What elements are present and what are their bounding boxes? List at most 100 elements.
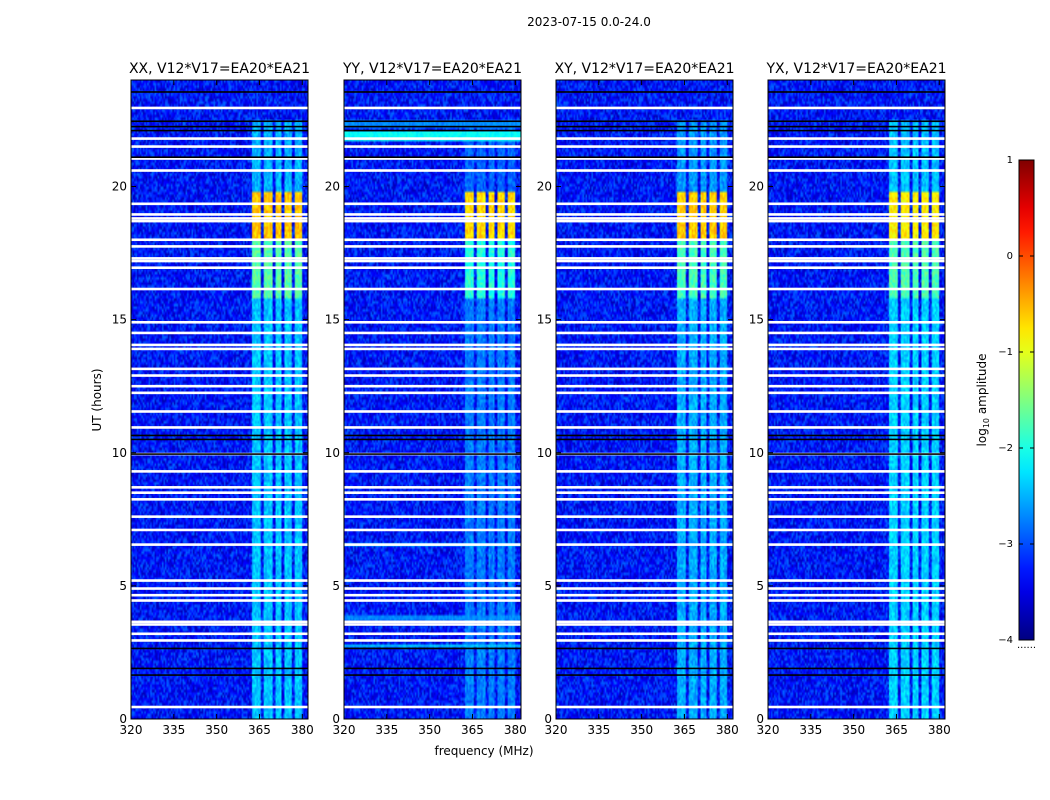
flagged-row-white — [768, 202, 945, 206]
flagged-row-white — [344, 374, 521, 377]
flagged-row-white — [131, 620, 308, 624]
flagged-row-black — [768, 434, 945, 437]
flagged-row-white — [344, 287, 521, 291]
flagged-row-black — [768, 438, 945, 441]
flagged-row-white — [556, 169, 733, 172]
flagged-row-white — [131, 384, 308, 388]
flagged-row-white — [556, 515, 733, 518]
flagged-row-black — [131, 667, 308, 670]
flagged-row-white — [768, 391, 945, 395]
flagged-row-white — [131, 593, 308, 597]
y-tick-label: 5 — [119, 579, 127, 593]
x-tick-label: 365 — [248, 723, 271, 737]
panel-heatmap — [344, 80, 521, 719]
flagged-row-white — [556, 498, 733, 501]
flagged-row-white — [556, 486, 733, 489]
flagged-row-white — [344, 343, 521, 347]
flagged-row-white — [344, 410, 521, 413]
flagged-row-black — [344, 434, 521, 437]
x-tick-label: 335 — [587, 723, 610, 737]
flagged-row-white — [131, 470, 308, 473]
flagged-row-white — [131, 599, 308, 602]
flagged-row-black — [556, 120, 733, 123]
y-tick-label: 10 — [537, 446, 552, 460]
flagged-row-white — [131, 266, 308, 270]
flagged-row-black — [768, 674, 945, 676]
flagged-row-white — [131, 587, 308, 590]
x-tick-label: 365 — [885, 723, 908, 737]
flagged-row-white — [344, 145, 521, 148]
flagged-row-white — [768, 579, 945, 582]
flagged-row-white — [344, 593, 521, 597]
panel-frame — [555, 79, 734, 720]
flagged-row-white — [131, 257, 308, 260]
x-tick-label: 380 — [716, 723, 739, 737]
y-tick-label: 20 — [537, 180, 552, 194]
flagged-row-black — [556, 156, 733, 159]
flagged-row-white — [556, 145, 733, 148]
flagged-row-white — [556, 343, 733, 347]
colorbar-tick-label: −1 — [998, 347, 1013, 358]
flagged-row-white — [131, 331, 308, 335]
flagged-row-white — [131, 543, 308, 546]
x-tick-label: 320 — [120, 723, 143, 737]
flagged-row-white — [556, 528, 733, 532]
flagged-row-white — [131, 579, 308, 582]
flagged-row-white — [344, 245, 521, 248]
flagged-row-black — [768, 453, 945, 455]
flagged-row-white — [768, 384, 945, 388]
flagged-row-black — [768, 129, 945, 132]
y-tick-label: 15 — [537, 313, 552, 327]
colorbar-label-prefix: log — [975, 428, 989, 446]
flagged-row-white — [344, 384, 521, 388]
flagged-row-black — [344, 156, 521, 159]
flagged-row-white — [768, 632, 945, 636]
flagged-row-white — [131, 106, 308, 110]
flagged-row-white — [556, 287, 733, 291]
flagged-row-white — [556, 705, 733, 709]
flagged-row-white — [131, 202, 308, 206]
flagged-row-white — [768, 106, 945, 110]
flagged-row-black — [556, 434, 733, 437]
flagged-row-white — [768, 491, 945, 494]
flagged-row-white — [131, 410, 308, 413]
flagged-row-white — [768, 331, 945, 335]
y-tick-label: 5 — [332, 579, 340, 593]
flagged-row-white — [768, 343, 945, 347]
flagged-row-white — [344, 106, 521, 110]
flagged-row-white — [131, 367, 308, 371]
flagged-row-white — [768, 543, 945, 546]
flagged-row-white — [344, 347, 521, 351]
flagged-row-white — [344, 623, 521, 626]
flagged-row-white — [556, 259, 733, 263]
flagged-row-white — [556, 245, 733, 248]
flagged-row-white — [131, 426, 308, 429]
flagged-row-white — [556, 238, 733, 242]
flagged-row-white — [556, 266, 733, 270]
panels-group: XX, V12*V17=EA20*EA21 320 335 350 365 380 0 5 10… — [112, 61, 951, 737]
flagged-row-white — [768, 137, 945, 140]
flagged-row-black — [768, 125, 945, 128]
flagged-row-white — [768, 410, 945, 413]
panel-yx: YX, V12*V17=EA20*EA21 320 335 350 365 380 0 5 10… — [749, 61, 951, 737]
x-tick-label: 365 — [461, 723, 484, 737]
flagged-row-black — [556, 667, 733, 670]
flagged-row-white — [344, 599, 521, 602]
x-tick-label: 320 — [757, 723, 780, 737]
colorbar-gradient — [1018, 159, 1035, 641]
colorbar-tick-label: 1 — [1007, 155, 1013, 166]
flagged-row-white — [768, 238, 945, 242]
flagged-row-white — [556, 579, 733, 582]
flagged-row-white — [768, 213, 945, 216]
panel-frame — [130, 79, 309, 720]
panel-xy: XY, V12*V17=EA20*EA21 320 335 350 365 380 0 5 10… — [537, 61, 739, 737]
flagged-row-white — [131, 217, 308, 220]
flagged-row-white — [768, 266, 945, 270]
flagged-row-white — [768, 639, 945, 642]
flagged-row-white — [768, 259, 945, 263]
flagged-row-white — [556, 217, 733, 220]
flagged-row-white — [556, 219, 733, 223]
flagged-row-white — [131, 498, 308, 501]
flagged-row-white — [556, 347, 733, 351]
colorbar-tick-label: −4 — [998, 635, 1013, 646]
